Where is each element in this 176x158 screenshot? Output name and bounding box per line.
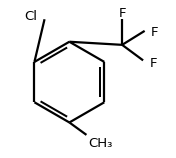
Text: F: F xyxy=(151,26,158,39)
Text: F: F xyxy=(149,57,157,70)
Text: F: F xyxy=(118,6,126,20)
Text: Cl: Cl xyxy=(25,10,37,23)
Text: CH₃: CH₃ xyxy=(88,137,112,150)
